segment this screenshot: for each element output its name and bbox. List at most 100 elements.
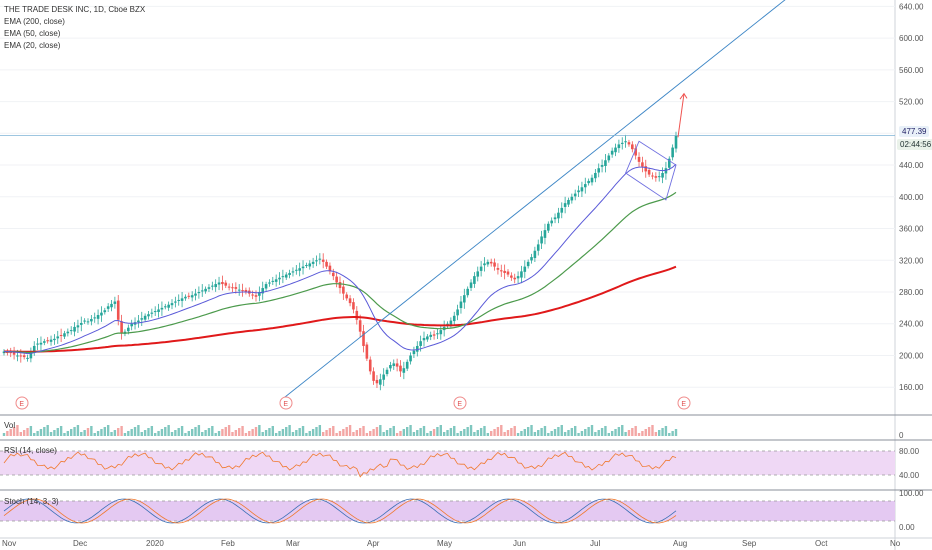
candle-body [432, 334, 436, 336]
price-tick-label: 200.00 [899, 351, 924, 360]
candle-body [315, 260, 318, 262]
candle-body [392, 363, 396, 366]
candle-body [348, 298, 352, 304]
candle-body [415, 345, 419, 352]
volume-bar [264, 430, 268, 436]
candle-body [617, 144, 621, 149]
volume-bar [231, 432, 234, 436]
candle-body [452, 315, 456, 322]
volume-bar [127, 431, 130, 436]
volume-bar [483, 426, 486, 436]
volume-bar [540, 428, 543, 436]
candle-body [190, 295, 194, 298]
candle-body [19, 355, 23, 357]
volume-bar [177, 428, 180, 436]
candle-body [83, 320, 86, 322]
candle-body [318, 258, 322, 260]
candle-body [106, 306, 110, 309]
candle-body [291, 271, 295, 273]
candle-body [550, 220, 553, 224]
volume-bar [143, 430, 147, 436]
ema200-legend: EMA (200, close) [4, 17, 65, 26]
volume-bar [238, 428, 241, 436]
volume-bar [207, 428, 211, 436]
trendline [282, 0, 786, 400]
volume-bar [254, 427, 258, 436]
candle-body [311, 261, 315, 264]
candle-body [405, 361, 409, 369]
candle-body [288, 272, 291, 276]
candle-body [59, 335, 63, 337]
time-tick-label: Oct [815, 539, 828, 548]
volume-bar [594, 432, 597, 436]
candle-body [466, 288, 469, 296]
candle-body [372, 371, 375, 381]
volume-bar [281, 429, 285, 436]
price-tick-label: 280.00 [899, 288, 924, 297]
candle-body [422, 338, 426, 341]
volume-bar [590, 425, 594, 436]
price-tick-label: 320.00 [899, 256, 924, 265]
earnings-marker [677, 396, 691, 410]
symbol-title: THE TRADE DESK INC, 1D, Cboe BZX [4, 5, 146, 14]
candle-body [510, 275, 513, 278]
candle-body [103, 310, 107, 313]
volume-bar [244, 433, 248, 436]
candle-body [530, 257, 533, 261]
candle-body [214, 284, 217, 288]
volume-bar [46, 425, 49, 436]
volume-bar [106, 425, 110, 436]
candle-body [496, 268, 500, 270]
candle-body [331, 272, 335, 277]
candle-body [674, 135, 678, 149]
candle-body [278, 277, 281, 280]
volume-bar [315, 427, 318, 436]
volume-bar [211, 426, 214, 436]
volume-bar [661, 428, 664, 436]
volume-bar [365, 433, 369, 436]
volume-bar [358, 428, 362, 436]
time-tick-label: Jun [513, 539, 526, 548]
candle-body [244, 289, 248, 293]
candle-body [577, 190, 580, 193]
volume-bar [342, 429, 345, 436]
volume-bar [668, 433, 671, 436]
volume-bar [375, 427, 379, 436]
volume-bar [607, 433, 610, 436]
candle-body [654, 176, 658, 178]
target-arrow [677, 93, 685, 138]
candle-body [489, 261, 493, 264]
candle-body [110, 303, 113, 308]
candle-body [436, 333, 439, 335]
volume-bar [392, 426, 395, 436]
volume-bar [160, 429, 164, 436]
candle-body [560, 207, 564, 213]
rsi-pane-label: RSI (14, close) [4, 446, 57, 455]
candle-body [301, 266, 305, 269]
stoch-k-line [3, 498, 677, 524]
volume-bar [617, 427, 621, 436]
volume-bar [506, 430, 510, 436]
candle-body [321, 259, 325, 262]
volume-bar [516, 433, 520, 436]
candle-body [147, 314, 150, 317]
volume-bar [543, 426, 547, 436]
candle-body [516, 276, 520, 279]
volume-bar [76, 425, 80, 436]
candle-body [463, 295, 466, 303]
chart-legend: THE TRADE DESK INC, 1D, Cboe BZX EMA (20… [4, 4, 145, 52]
candle-body [234, 287, 238, 289]
price-tick-label: 560.00 [899, 66, 924, 75]
candle-body [251, 294, 254, 296]
volume-bar [123, 433, 127, 436]
candle-body [449, 320, 453, 326]
candle-body [651, 175, 654, 177]
volume-bar [174, 430, 177, 436]
volume-bar [409, 425, 412, 436]
time-tick-label: Apr [367, 539, 380, 548]
volume-bar [496, 427, 500, 436]
volume-bar [251, 429, 254, 436]
consolidation-channel [625, 140, 677, 201]
candle-body [614, 147, 617, 153]
